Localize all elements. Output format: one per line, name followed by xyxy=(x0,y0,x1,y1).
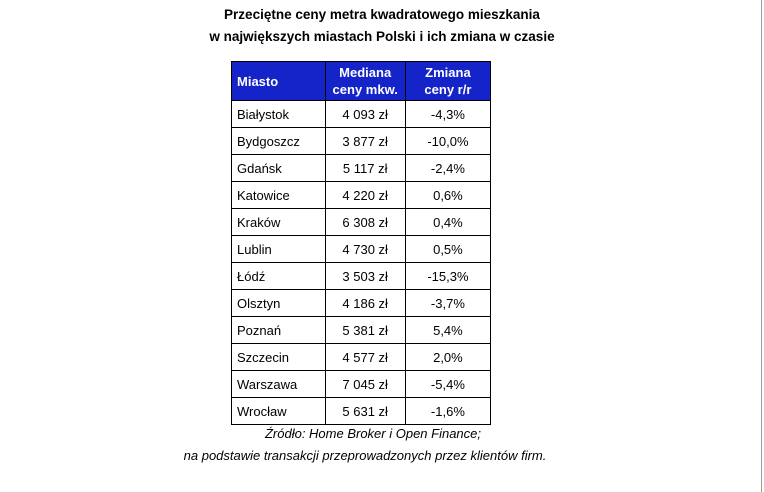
table-row: Poznań 5 381 zł 5,4% xyxy=(231,316,492,344)
city-cell: Szczecin xyxy=(231,343,326,371)
table-row: Bydgoszcz 3 877 zł -10,0% xyxy=(231,127,492,155)
source-note-line-1: Źródło: Home Broker i Open Finance; xyxy=(264,426,482,441)
change-cell: -4,3% xyxy=(404,100,492,128)
price-cell: 7 045 zł xyxy=(324,370,406,398)
change-cell: 0,5% xyxy=(404,235,492,263)
city-cell: Olsztyn xyxy=(231,289,326,317)
table-row: Gdańsk 5 117 zł -2,4% xyxy=(231,154,492,182)
title-line-2: w największych miastach Polski i ich zmi… xyxy=(209,29,555,44)
price-cell: 4 093 zł xyxy=(324,100,406,128)
table-body: Białystok 4 093 zł -4,3% Bydgoszcz 3 877… xyxy=(231,100,492,425)
header-median-price-line-1: Mediana xyxy=(339,65,392,80)
price-cell: 5 117 zł xyxy=(324,154,406,182)
table-row: Szczecin 4 577 zł 2,0% xyxy=(231,343,492,371)
change-cell: -10,0% xyxy=(404,127,492,155)
price-cell: 5 381 zł xyxy=(324,316,406,344)
change-cell: 5,4% xyxy=(404,316,492,344)
city-cell: Gdańsk xyxy=(231,154,326,182)
table-row: Katowice 4 220 zł 0,6% xyxy=(231,181,492,209)
table-row: Warszawa 7 045 zł -5,4% xyxy=(231,370,492,398)
table-row: Kraków 6 308 zł 0,4% xyxy=(231,208,492,236)
source-note-line-2: na podstawie transakcji przeprowadzonych… xyxy=(183,448,547,463)
city-cell: Katowice xyxy=(231,181,326,209)
city-cell: Kraków xyxy=(231,208,326,236)
change-cell: -3,7% xyxy=(404,289,492,317)
price-cell: 4 577 zł xyxy=(324,343,406,371)
header-median-price: Mediana ceny mkw. xyxy=(324,61,406,101)
price-cell: 6 308 zł xyxy=(324,208,406,236)
price-cell: 4 186 zł xyxy=(324,289,406,317)
change-cell: -1,6% xyxy=(404,397,492,425)
table-row: Olsztyn 4 186 zł -3,7% xyxy=(231,289,492,317)
table-row: Białystok 4 093 zł -4,3% xyxy=(231,100,492,128)
table-header-row: Miasto Mediana ceny mkw. Zmiana ceny r/r xyxy=(231,61,492,101)
city-cell: Warszawa xyxy=(231,370,326,398)
price-cell: 3 503 zł xyxy=(324,262,406,290)
table-row: Lublin 4 730 zł 0,5% xyxy=(231,235,492,263)
city-cell: Białystok xyxy=(231,100,326,128)
change-cell: -5,4% xyxy=(404,370,492,398)
header-yoy-change: Zmiana ceny r/r xyxy=(404,61,492,101)
table-row: Wrocław 5 631 zł -1,6% xyxy=(231,397,492,425)
city-cell: Łódź xyxy=(231,262,326,290)
header-yoy-change-line-2: ceny r/r xyxy=(424,82,472,97)
price-table: Miasto Mediana ceny mkw. Zmiana ceny r/r… xyxy=(231,61,492,425)
header-yoy-change-line-1: Zmiana xyxy=(425,65,471,80)
city-cell: Poznań xyxy=(231,316,326,344)
header-city: Miasto xyxy=(231,61,326,101)
change-cell: -15,3% xyxy=(404,262,492,290)
page-border-line xyxy=(761,0,762,492)
price-cell: 4 220 zł xyxy=(324,181,406,209)
change-cell: -2,4% xyxy=(404,154,492,182)
change-cell: 0,4% xyxy=(404,208,492,236)
price-cell: 3 877 zł xyxy=(324,127,406,155)
change-cell: 2,0% xyxy=(404,343,492,371)
city-cell: Bydgoszcz xyxy=(231,127,326,155)
price-cell: 5 631 zł xyxy=(324,397,406,425)
price-cell: 4 730 zł xyxy=(324,235,406,263)
city-cell: Lublin xyxy=(231,235,326,263)
title-line-1: Przeciętne ceny metra kwadratowego miesz… xyxy=(224,7,540,22)
header-median-price-line-2: ceny mkw. xyxy=(332,82,398,97)
table-row: Łódź 3 503 zł -15,3% xyxy=(231,262,492,290)
change-cell: 0,6% xyxy=(404,181,492,209)
city-cell: Wrocław xyxy=(231,397,326,425)
